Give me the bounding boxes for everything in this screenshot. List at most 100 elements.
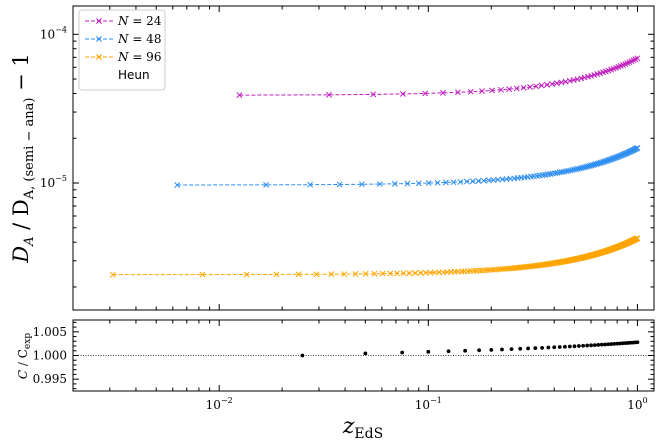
legend-box (78, 9, 166, 91)
series-marker (399, 90, 406, 97)
ratio-point (612, 341, 617, 346)
series-marker (379, 270, 386, 277)
ratio-point (572, 344, 577, 349)
series-marker (243, 271, 250, 278)
series-marker (109, 271, 116, 278)
bottom-ylabel: C / Cexp (16, 333, 33, 379)
series-marker (576, 165, 583, 172)
series-marker (362, 270, 369, 277)
series-marker (578, 165, 585, 171)
bottom-axis-ticks: 10−2 10−1 100 1.005 1.000 0.995 (33, 320, 654, 412)
x-tick-label: 10−1 (415, 396, 442, 412)
series-marker (425, 180, 432, 186)
series-marker (475, 178, 482, 184)
x-tick-label: 10−2 (206, 396, 233, 412)
legend-item: N = 48 (85, 32, 161, 46)
series-marker (328, 271, 335, 278)
series-marker (479, 88, 485, 95)
ratio-point (518, 346, 523, 351)
top-axis-ticks: 10−5 10−4 (40, 6, 654, 310)
y-tick-label: 0.995 (33, 372, 67, 386)
ratio-point (596, 342, 601, 347)
legend-marker (96, 54, 102, 60)
series-marker (581, 74, 588, 81)
series-marker (486, 267, 493, 273)
ratio-point (635, 340, 640, 345)
ratio-point (606, 342, 611, 347)
ratio-point (563, 344, 567, 349)
legend-label: N = 96 (117, 50, 161, 64)
series-n24 (236, 55, 641, 99)
series-marker (394, 270, 401, 277)
series-marker (417, 269, 424, 276)
ratio-point (526, 346, 530, 351)
series-marker (313, 271, 320, 278)
series-marker (506, 86, 513, 93)
series-marker (527, 84, 534, 90)
series-marker (450, 179, 457, 186)
bottom-points-group (300, 340, 640, 358)
series-marker (295, 271, 302, 278)
y-tick-label: 10−5 (40, 174, 67, 190)
y-tick-label: 1.000 (33, 349, 67, 363)
ratio-point (615, 341, 620, 346)
series-marker (480, 177, 487, 184)
legend-item: N = 24 (85, 14, 162, 28)
series-marker (352, 271, 359, 277)
series-marker (489, 87, 495, 94)
ratio-point (581, 343, 586, 348)
series-marker (538, 82, 545, 89)
series-marker (415, 180, 422, 187)
ratio-point (540, 345, 544, 350)
series-marker (336, 181, 343, 188)
series-line (112, 237, 638, 276)
series-marker (422, 90, 429, 97)
series-marker (484, 267, 491, 274)
legend: N = 24 N = 48 N = 96 Heun (78, 9, 166, 91)
ratio-point (567, 344, 572, 349)
legend-label: Heun (118, 68, 150, 82)
series-marker (457, 178, 464, 185)
series-n96 (109, 235, 641, 278)
ratio-point (599, 342, 604, 347)
series-marker (467, 88, 474, 95)
ratio-point (500, 347, 504, 352)
ratio-point (533, 346, 538, 351)
xlabel: zEdS (342, 414, 383, 442)
series-marker (442, 179, 449, 186)
series-marker (370, 91, 377, 98)
series-marker (498, 86, 504, 93)
series-marker (412, 270, 419, 276)
series-marker (307, 181, 314, 188)
series-marker (454, 89, 461, 96)
series-marker (513, 85, 520, 92)
y-tick-label: 10−4 (40, 25, 67, 41)
series-marker (520, 84, 527, 91)
ratio-point (546, 345, 551, 350)
series-marker (533, 83, 540, 90)
ratio-point (603, 342, 607, 347)
ratio-point (577, 344, 581, 348)
series-marker (634, 235, 641, 242)
series-marker (341, 271, 348, 278)
series-marker (427, 269, 434, 276)
series-marker (371, 270, 378, 277)
ratio-point (446, 349, 451, 354)
ratio-point (609, 342, 614, 346)
series-marker (236, 92, 243, 99)
series-marker (544, 81, 551, 88)
top-ylabel: DA / DA, (semi − ana) − 1 (9, 53, 37, 264)
series-line (239, 57, 638, 96)
series-marker (469, 178, 476, 185)
series-n48 (174, 145, 641, 188)
series-marker (634, 55, 641, 62)
legend-marker (96, 18, 102, 24)
series-marker (479, 267, 485, 274)
legend-item: N = 96 (85, 50, 161, 64)
series-marker (440, 89, 446, 96)
legend-label: N = 48 (117, 32, 161, 46)
ratio-point (426, 349, 431, 354)
ratio-point (618, 341, 622, 346)
series-marker (358, 181, 365, 188)
